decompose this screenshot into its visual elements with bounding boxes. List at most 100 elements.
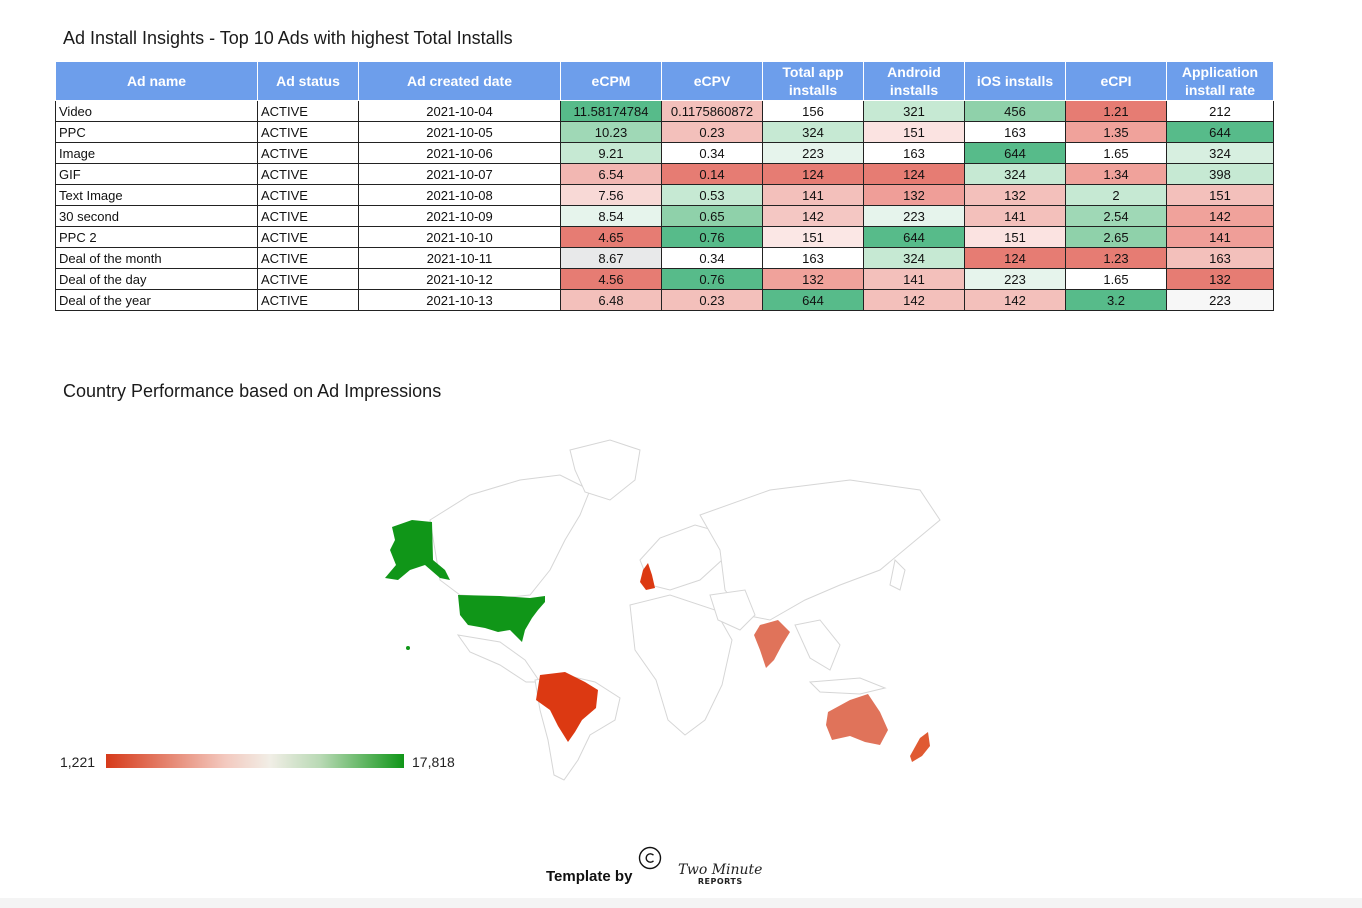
cell-ios: 141: [964, 205, 1066, 227]
cell-ecpm: 7.56: [560, 184, 662, 206]
two-minute-reports-logo[interactable]: Two Minute REPORTS: [678, 862, 763, 888]
cell-status: ACTIVE: [257, 163, 359, 185]
column-header[interactable]: Ad created date: [358, 61, 561, 101]
column-header[interactable]: Application install rate: [1166, 61, 1274, 101]
cell-ecpv: 0.34: [661, 142, 763, 164]
cell-ecpv: 0.65: [661, 205, 763, 227]
column-header[interactable]: Ad status: [257, 61, 359, 101]
cell-android: 223: [863, 205, 965, 227]
cell-name: PPC 2: [55, 226, 258, 248]
column-header[interactable]: eCPM: [560, 61, 662, 101]
table-header-row: Ad name Ad status Ad created date eCPM eCPV T…: [55, 61, 1274, 101]
footer-credit: Template by Two Minute REPORTS: [546, 846, 806, 892]
cell-total: 163: [762, 247, 864, 269]
cell-android: 644: [863, 226, 965, 248]
map-country-new-zealand: [910, 732, 930, 762]
map-region-southeast-asia: [794, 619, 841, 671]
cell-ecpv: 0.14: [661, 163, 763, 185]
cell-ecpi: 2.65: [1065, 226, 1167, 248]
cell-ecpi: 1.65: [1065, 268, 1167, 290]
cell-date: 2021-10-10: [358, 226, 561, 248]
cell-ecpi: 1.34: [1065, 163, 1167, 185]
world-map[interactable]: [350, 420, 960, 790]
cell-status: ACTIVE: [257, 100, 359, 122]
cell-rate: 223: [1166, 289, 1274, 311]
cell-ecpm: 4.65: [560, 226, 662, 248]
cell-status: ACTIVE: [257, 247, 359, 269]
cell-total: 142: [762, 205, 864, 227]
cell-date: 2021-10-05: [358, 121, 561, 143]
cell-ios: 223: [964, 268, 1066, 290]
column-header[interactable]: Ad name: [55, 61, 258, 101]
cell-android: 142: [863, 289, 965, 311]
map-country-hawaii: [406, 646, 410, 650]
legend-min-value: 1,221: [60, 754, 96, 770]
legend-max-value: 17,818: [412, 754, 455, 770]
column-header[interactable]: iOS installs: [964, 61, 1066, 101]
cell-ecpi: 2: [1065, 184, 1167, 206]
column-header[interactable]: Total app installs: [762, 61, 864, 101]
cell-ecpm: 6.48: [560, 289, 662, 311]
table-row: Deal of the year ACTIVE 2021-10-13 6.48 0.23…: [55, 289, 1274, 311]
cell-ios: 324: [964, 163, 1066, 185]
cell-ecpi: 1.23: [1065, 247, 1167, 269]
column-header[interactable]: eCPI: [1065, 61, 1167, 101]
table-row: PPC ACTIVE 2021-10-05 10.23 0.23 324 151 163 1.3…: [55, 121, 1274, 143]
cell-date: 2021-10-13: [358, 289, 561, 311]
brand-line2: REPORTS: [697, 877, 743, 886]
cell-date: 2021-10-08: [358, 184, 561, 206]
map-country-usa: [458, 595, 545, 642]
cell-rate: 141: [1166, 226, 1274, 248]
cell-android: 321: [863, 100, 965, 122]
cell-date: 2021-10-06: [358, 142, 561, 164]
cell-ios: 163: [964, 121, 1066, 143]
cell-ios: 644: [964, 142, 1066, 164]
cell-ecpv: 0.34: [661, 247, 763, 269]
cell-ios: 124: [964, 247, 1066, 269]
map-title: Country Performance based on Ad Impressi…: [63, 381, 442, 401]
ad-install-table: Ad name Ad status Ad created date eCPM eCPV T…: [55, 61, 1274, 311]
cell-name: PPC: [55, 121, 258, 143]
map-country-japan: [889, 558, 906, 591]
cell-ios: 456: [964, 100, 1066, 122]
column-header[interactable]: Android installs: [863, 61, 965, 101]
legend-gradient-bar: [106, 754, 404, 768]
cell-ecpv: 0.23: [661, 289, 763, 311]
cell-ecpi: 2.54: [1065, 205, 1167, 227]
cell-name: Video: [55, 100, 258, 122]
cell-ecpv: 0.76: [661, 226, 763, 248]
cell-name: Text Image: [55, 184, 258, 206]
cell-date: 2021-10-11: [358, 247, 561, 269]
column-header[interactable]: eCPV: [661, 61, 763, 101]
cell-rate: 151: [1166, 184, 1274, 206]
cell-ecpi: 3.2: [1065, 289, 1167, 311]
map-country-australia: [826, 694, 888, 745]
map-country-uk: [640, 563, 655, 590]
cell-ios: 132: [964, 184, 1066, 206]
cell-total: 644: [762, 289, 864, 311]
table-row: 30 second ACTIVE 2021-10-09 8.54 0.65 142 223 1…: [55, 205, 1274, 227]
map-country-india: [754, 620, 790, 668]
map-region-africa: [629, 594, 733, 736]
table-row: GIF ACTIVE 2021-10-07 6.54 0.14 124 124 324 1.34…: [55, 163, 1274, 185]
cell-ecpm: 4.56: [560, 268, 662, 290]
cell-total: 324: [762, 121, 864, 143]
template-by-label: Template by: [546, 868, 633, 885]
cell-total: 132: [762, 268, 864, 290]
cell-name: Deal of the month: [55, 247, 258, 269]
cell-date: 2021-10-07: [358, 163, 561, 185]
brand-line1: Two Minute: [678, 862, 763, 878]
cell-ios: 142: [964, 289, 1066, 311]
cell-ecpm: 9.21: [560, 142, 662, 164]
cell-ecpv: 0.1175860872: [661, 100, 763, 122]
cell-android: 324: [863, 247, 965, 269]
map-country-canada: [429, 474, 591, 599]
cell-ecpv: 0.53: [661, 184, 763, 206]
cell-ecpi: 1.65: [1065, 142, 1167, 164]
cell-status: ACTIVE: [257, 184, 359, 206]
table-row: Video ACTIVE 2021-10-04 11.58174784 0.117586…: [55, 100, 1274, 122]
cell-total: 141: [762, 184, 864, 206]
cell-rate: 324: [1166, 142, 1274, 164]
map-country-brazil: [536, 672, 598, 742]
